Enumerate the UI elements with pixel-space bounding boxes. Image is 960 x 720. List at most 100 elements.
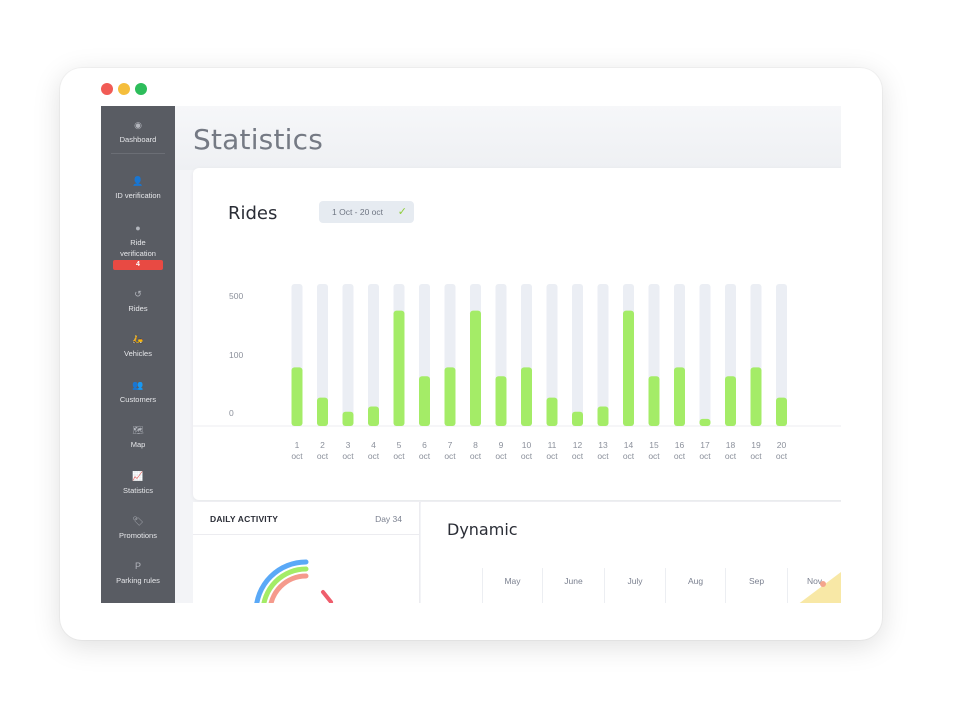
bar [623,310,634,426]
bar-track [342,284,354,426]
app-screen: ◉ Dashboard 👤 ID verification ● Ride ver… [101,106,841,603]
sidebar-item-label: Ride verification [120,238,156,258]
bar [674,367,685,426]
sidebar-item-dashboard[interactable]: ◉ Dashboard [101,120,175,145]
x-tick-month: oct [444,451,456,461]
bar-track [368,284,379,426]
ride-verification-badge: 4 [113,260,163,270]
maximize-window-dot[interactable] [135,83,147,95]
x-tick-day: 10 [522,440,532,450]
tag-icon: 🏷 [132,516,144,526]
bar [470,310,481,426]
history-icon: ↺ [134,289,142,299]
x-tick-day: 11 [548,440,557,450]
sidebar-item-map[interactable]: 🗺 Map [101,425,175,450]
bar-track [776,284,787,426]
activity-rings [254,559,333,603]
month-label: May [482,568,542,603]
sidebar-item-label: Statistics [122,486,153,495]
sidebar-item-label: ID verification [115,191,161,200]
x-tick-day: 3 [346,440,351,450]
dynamic-title: Dynamic [447,520,518,539]
x-tick-day: 4 [371,440,376,450]
activity-ring-salmon [268,573,309,603]
x-tick-month: oct [597,451,609,461]
bar [572,411,583,426]
sidebar-item-label: Vehicles [124,349,152,358]
x-tick-day: 5 [397,440,402,450]
x-tick-day: 13 [598,440,608,450]
map-icon: 🗺 [132,425,144,435]
bar [444,367,456,426]
page-title: Statistics [193,123,323,156]
sidebar-item-label: Promotions [119,531,157,540]
daily-activity-header: DAILY ACTIVITY Day 34 [193,502,420,535]
daily-activity-day[interactable]: Day 34 [375,514,402,524]
month-label: Nov [787,568,841,603]
motorcycle-icon: 🛵 [132,334,144,344]
daily-activity-title: DAILY ACTIVITY [210,514,279,524]
sidebar-item-id-verification[interactable]: 👤 ID verification [101,176,175,201]
x-tick-month: oct [291,451,303,461]
x-tick-month: oct [419,451,431,461]
bar [648,376,660,426]
date-range-dropdown[interactable]: 1 Oct - 20 oct ✓ [319,201,414,223]
x-tick-month: oct [368,451,380,461]
sidebar-item-vehicles[interactable]: 🛵 Vehicles [101,334,175,359]
bar [368,406,379,426]
sidebar-item-rides[interactable]: ↺ Rides [101,289,175,314]
sidebar-item-label: Customers [119,395,157,404]
x-tick-month: oct [393,451,405,461]
users-icon: 👥 [132,380,144,390]
sidebar-item-ride-verification[interactable]: ● Ride verification 4 [101,223,175,270]
sidebar-item-statistics[interactable]: 📈 Statistics [101,471,175,496]
minimize-window-dot[interactable] [118,83,130,95]
month-label: July [604,568,665,603]
rides-card: Rides 1 Oct - 20 oct ✓ 0 100 500 1 oct 2 oct 3 o… [193,168,841,500]
sidebar-item-parking-rules[interactable]: P Parking rules [101,561,175,586]
y-tick-label: 0 [229,408,234,418]
y-tick-label: 100 [229,350,243,360]
x-tick-day: 2 [320,440,325,450]
x-tick-month: oct [776,451,788,461]
chevron-down-icon: ✓ [397,206,407,218]
page-header: Statistics [175,106,841,170]
sidebar-item-promotions[interactable]: 🏷 Promotions [101,516,175,541]
sidebar-item-label: Dashboard [119,135,157,144]
x-tick-day: 17 [700,440,710,450]
activity-ring-green [261,566,309,603]
x-tick-day: 16 [675,440,685,450]
x-tick-month: oct [699,451,711,461]
bar [419,376,430,426]
x-tick-month: oct [317,451,329,461]
bar [317,397,328,426]
bar-track [572,284,583,426]
close-window-dot[interactable] [101,83,113,95]
bar-track [699,284,711,426]
date-range-value: 1 Oct - 20 oct [332,207,384,217]
rides-bar-chart: 01005001oct2oct3oct4oct5oct6oct7oct8oct9… [193,284,841,461]
bar [597,406,609,426]
x-tick-month: oct [342,451,354,461]
sidebar-item-label: Rides [128,304,148,313]
parking-icon: P [134,561,141,571]
x-tick-month: oct [750,451,762,461]
x-tick-month: oct [648,451,660,461]
sidebar-item-customers[interactable]: 👥 Customers [101,380,175,405]
sidebar-divider [111,153,165,154]
x-tick-day: 15 [649,440,659,450]
bar [393,310,405,426]
bar [342,411,354,426]
bar-track [317,284,328,426]
check-circle-icon: ● [135,223,141,233]
x-tick-day: 7 [448,440,453,450]
dynamic-area-fill [799,572,841,603]
sidebar: ◉ Dashboard 👤 ID verification ● Ride ver… [101,106,175,603]
activity-ring-red [321,590,333,603]
dynamic-point [820,581,826,587]
sidebar-item-label: Map [130,440,146,449]
month-label: Aug [665,568,725,603]
x-tick-month: oct [674,451,686,461]
dynamic-panel: Dynamic May June July Aug Sep Nov [421,502,841,603]
x-tick-day: 12 [573,440,583,450]
